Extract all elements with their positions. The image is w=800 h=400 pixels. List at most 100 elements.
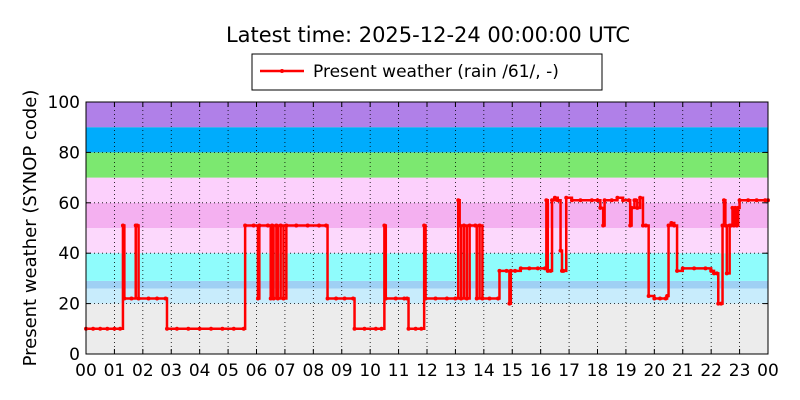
data-point xyxy=(305,223,310,228)
data-point xyxy=(666,223,671,228)
data-point xyxy=(373,326,378,331)
data-point xyxy=(275,296,280,301)
legend-marker xyxy=(280,69,284,73)
x-tick-label: 10 xyxy=(359,361,381,381)
data-point xyxy=(730,205,735,210)
data-point xyxy=(545,268,550,273)
data-point xyxy=(444,296,449,301)
data-point xyxy=(265,223,270,228)
data-point xyxy=(155,296,160,301)
x-tick-label: 02 xyxy=(132,361,154,381)
data-point xyxy=(714,271,719,276)
data-point xyxy=(383,296,388,301)
data-point xyxy=(712,271,717,276)
data-point xyxy=(736,205,741,210)
data-point xyxy=(672,223,677,228)
data-point xyxy=(324,223,329,228)
chart-title: Latest time: 2025-12-24 00:00:00 UTC xyxy=(226,23,630,47)
x-tick-label: 07 xyxy=(274,361,296,381)
data-point xyxy=(628,223,633,228)
band-40-50 xyxy=(86,228,768,254)
data-point xyxy=(120,223,125,228)
data-point xyxy=(423,296,428,301)
y-ticks: 0 20 40 60 80 100 xyxy=(48,93,768,365)
data-point xyxy=(352,326,357,331)
data-point xyxy=(105,326,110,331)
y-tick-label: 0 xyxy=(69,345,80,365)
data-point xyxy=(629,205,634,210)
data-point xyxy=(508,268,513,273)
data-point xyxy=(294,223,299,228)
data-point xyxy=(675,268,680,273)
data-point xyxy=(457,223,462,228)
data-point xyxy=(186,326,191,331)
x-tick-label: 03 xyxy=(160,361,182,381)
x-tick-label: 21 xyxy=(672,361,694,381)
data-point xyxy=(601,223,606,228)
data-point xyxy=(646,294,651,299)
data-point xyxy=(518,266,523,271)
x-tick-label: 00 xyxy=(75,361,97,381)
x-tick-label: 23 xyxy=(729,361,751,381)
data-point xyxy=(665,294,670,299)
data-point xyxy=(91,326,96,331)
x-tick-label: 13 xyxy=(445,361,467,381)
data-point xyxy=(733,205,738,210)
data-point xyxy=(268,296,273,301)
legend-box xyxy=(251,53,603,91)
data-point xyxy=(640,223,645,228)
x-tick-label: 18 xyxy=(587,361,609,381)
data-point xyxy=(497,268,502,273)
data-point xyxy=(257,223,262,228)
data-point xyxy=(467,223,472,228)
data-point xyxy=(507,301,512,306)
y-tick-label: 40 xyxy=(58,244,80,264)
x-tick-label: 15 xyxy=(501,361,523,381)
x-tick-label: 22 xyxy=(700,361,722,381)
x-tick-label: 09 xyxy=(331,361,353,381)
data-point xyxy=(112,326,117,331)
data-point xyxy=(633,198,638,203)
data-point xyxy=(763,198,768,203)
data-point xyxy=(703,266,708,271)
background-bands xyxy=(86,102,768,354)
data-point xyxy=(716,301,721,306)
x-tick-label: 01 xyxy=(104,361,126,381)
x-tick-label: 17 xyxy=(558,361,580,381)
data-point xyxy=(638,195,643,200)
data-point xyxy=(720,223,725,228)
data-point xyxy=(271,296,276,301)
data-point xyxy=(274,223,279,228)
data-point xyxy=(527,266,532,271)
data-point xyxy=(255,296,260,301)
data-point xyxy=(615,195,620,200)
x-tick-label: 19 xyxy=(615,361,637,381)
data-point xyxy=(480,296,485,301)
x-tick-label: 20 xyxy=(644,361,666,381)
data-point xyxy=(164,326,169,331)
data-point xyxy=(731,223,736,228)
data-point xyxy=(692,266,697,271)
x-tick-label: 00 xyxy=(757,361,779,381)
data-point xyxy=(98,326,103,331)
data-point xyxy=(477,223,482,228)
y-tick-label: 20 xyxy=(58,295,80,315)
data-point xyxy=(379,326,384,331)
data-point xyxy=(231,326,236,331)
data-point xyxy=(544,198,549,203)
data-point xyxy=(598,205,603,210)
data-point xyxy=(459,296,464,301)
data-point xyxy=(652,296,657,301)
data-point xyxy=(220,326,225,331)
data-point xyxy=(406,326,411,331)
data-point xyxy=(334,296,339,301)
data-point xyxy=(209,326,214,331)
x-tick-label: 05 xyxy=(217,361,239,381)
data-point xyxy=(146,296,151,301)
data-point xyxy=(569,198,574,203)
data-point xyxy=(129,296,134,301)
data-point xyxy=(419,326,424,331)
y-tick-label: 80 xyxy=(58,143,80,163)
legend: Present weather (rain /61/, -) xyxy=(251,53,603,91)
data-point xyxy=(382,223,387,228)
